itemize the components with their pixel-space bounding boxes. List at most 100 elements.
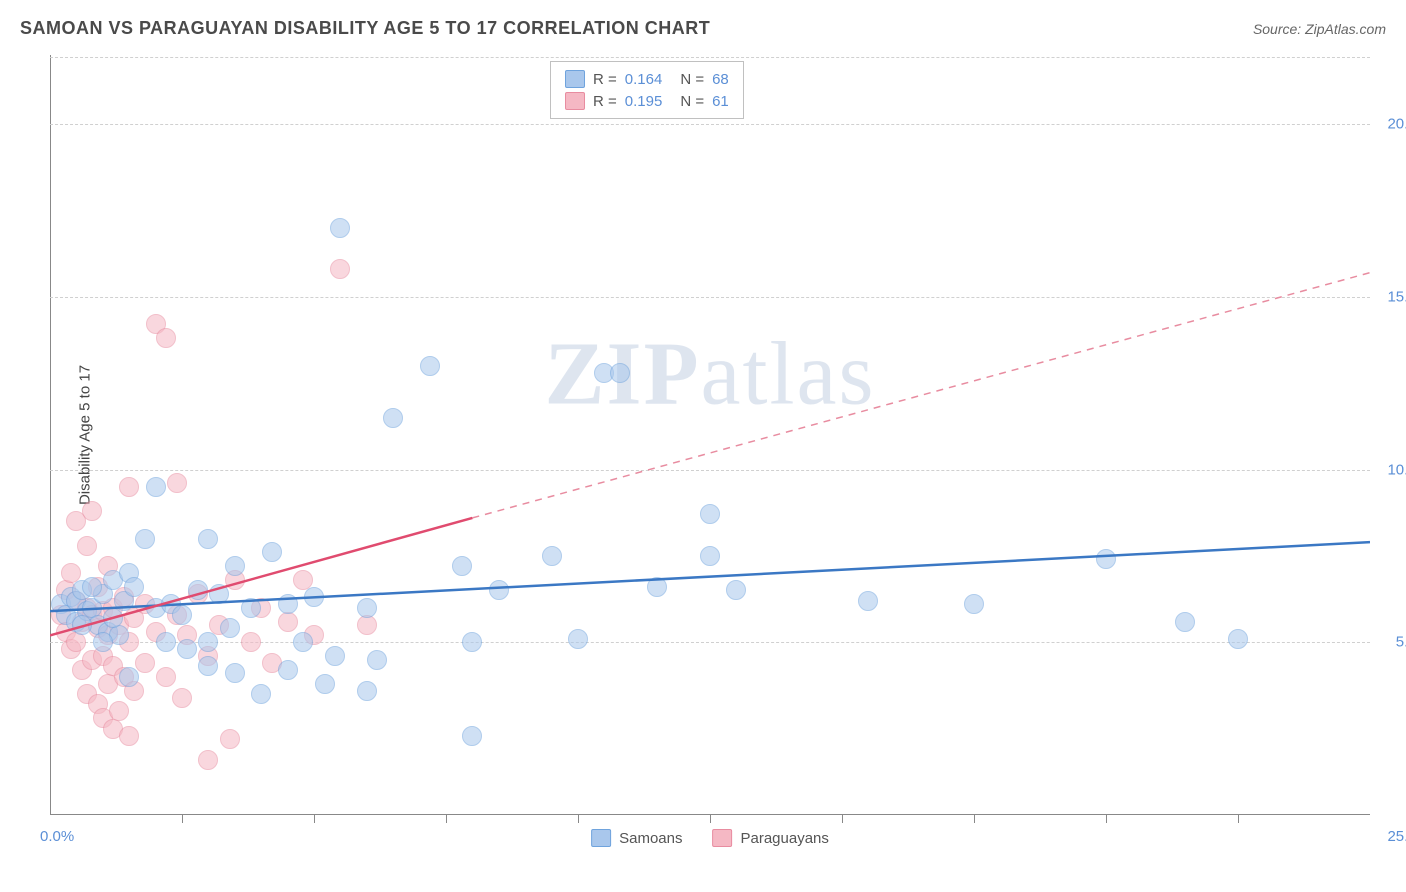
x-tick (182, 815, 183, 823)
scatter-point (198, 529, 218, 549)
scatter-point (315, 674, 335, 694)
scatter-point (135, 653, 155, 673)
scatter-point (610, 363, 630, 383)
scatter-point (177, 639, 197, 659)
scatter-point (542, 546, 562, 566)
regression-lines (50, 55, 1370, 815)
scatter-point (188, 580, 208, 600)
legend-row-paraguayans: R = 0.195 N = 61 (565, 90, 729, 112)
scatter-point (330, 259, 350, 279)
scatter-point (262, 542, 282, 562)
y-tick-label: 10.0% (1387, 461, 1406, 478)
scatter-point (119, 726, 139, 746)
y-tick-label: 15.0% (1387, 288, 1406, 305)
scatter-point (304, 587, 324, 607)
scatter-point (462, 726, 482, 746)
scatter-point (124, 577, 144, 597)
scatter-point (135, 529, 155, 549)
x-tick (1238, 815, 1239, 823)
x-axis-min-label: 0.0% (40, 828, 74, 845)
scatter-point (700, 504, 720, 524)
source-attribution: Source: ZipAtlas.com (1253, 21, 1386, 37)
scatter-point (82, 577, 102, 597)
scatter-point (172, 605, 192, 625)
x-tick (314, 815, 315, 823)
scatter-point (66, 632, 86, 652)
scatter-point (1096, 549, 1116, 569)
n-label: N = (680, 93, 704, 110)
scatter-point (241, 598, 261, 618)
samoans-n-value: 68 (712, 71, 729, 88)
scatter-point (198, 632, 218, 652)
watermark-atlas: atlas (701, 325, 876, 424)
scatter-point (964, 594, 984, 614)
scatter-point (146, 477, 166, 497)
scatter-point (420, 356, 440, 376)
scatter-point (109, 701, 129, 721)
legend-swatch-paraguayans (712, 829, 732, 847)
samoans-r-value: 0.164 (625, 71, 663, 88)
y-tick-label: 20.0% (1387, 116, 1406, 133)
scatter-point (198, 656, 218, 676)
scatter-point (82, 501, 102, 521)
x-axis-max-label: 25.0% (1387, 828, 1406, 845)
y-tick-label: 5.0% (1396, 634, 1406, 651)
legend-swatch-samoans (565, 70, 585, 88)
scatter-point (278, 660, 298, 680)
legend-swatch-samoans (591, 829, 611, 847)
scatter-point (119, 667, 139, 687)
scatter-point (647, 577, 667, 597)
paraguayans-r-value: 0.195 (625, 93, 663, 110)
scatter-point (1175, 612, 1195, 632)
scatter-point (72, 615, 92, 635)
scatter-point (700, 546, 720, 566)
scatter-point (220, 729, 240, 749)
chart-plot-area: Disability Age 5 to 17 ZIPatlas 5.0%10.0… (50, 55, 1370, 815)
series-legend: Samoans Paraguayans (591, 829, 829, 847)
legend-row-samoans: R = 0.164 N = 68 (565, 68, 729, 90)
scatter-point (293, 632, 313, 652)
scatter-point (172, 688, 192, 708)
scatter-point (225, 556, 245, 576)
chart-title: SAMOAN VS PARAGUAYAN DISABILITY AGE 5 TO… (20, 18, 710, 39)
scatter-point (462, 632, 482, 652)
legend-item-paraguayans: Paraguayans (712, 829, 828, 847)
scatter-point (858, 591, 878, 611)
gridline (50, 124, 1370, 125)
scatter-point (225, 663, 245, 683)
scatter-point (367, 650, 387, 670)
chart-header: SAMOAN VS PARAGUAYAN DISABILITY AGE 5 TO… (20, 18, 1386, 39)
legend-label-samoans: Samoans (619, 830, 682, 847)
scatter-point (167, 473, 187, 493)
scatter-point (209, 584, 229, 604)
scatter-point (357, 598, 377, 618)
x-tick (974, 815, 975, 823)
scatter-point (103, 608, 123, 628)
r-label: R = (593, 71, 617, 88)
scatter-point (330, 218, 350, 238)
scatter-point (156, 632, 176, 652)
legend-label-paraguayans: Paraguayans (740, 830, 828, 847)
scatter-point (156, 328, 176, 348)
gridline (50, 470, 1370, 471)
scatter-point (568, 629, 588, 649)
scatter-point (357, 681, 377, 701)
scatter-point (726, 580, 746, 600)
scatter-point (452, 556, 472, 576)
scatter-point (77, 536, 97, 556)
scatter-point (357, 615, 377, 635)
legend-swatch-paraguayans (565, 92, 585, 110)
y-axis (50, 55, 51, 815)
scatter-point (220, 618, 240, 638)
x-tick (446, 815, 447, 823)
x-tick (578, 815, 579, 823)
correlation-legend-box: R = 0.164 N = 68 R = 0.195 N = 61 (550, 61, 744, 119)
scatter-point (383, 408, 403, 428)
r-label: R = (593, 93, 617, 110)
scatter-point (278, 612, 298, 632)
x-tick (1106, 815, 1107, 823)
paraguayans-n-value: 61 (712, 93, 729, 110)
y-axis-title: Disability Age 5 to 17 (77, 365, 94, 505)
scatter-point (1228, 629, 1248, 649)
scatter-point (241, 632, 261, 652)
